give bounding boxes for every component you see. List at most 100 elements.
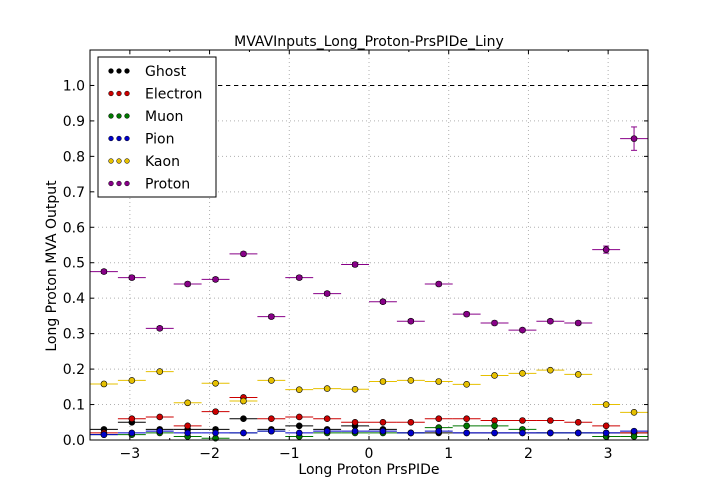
pion-point [463,429,470,437]
kaon-point [574,371,582,378]
y-tick-label: 0.4 [63,291,85,307]
legend-label-ghost: Ghost [145,64,187,80]
kaon-point [295,386,303,393]
pion-point [184,429,191,437]
y-tick-label: 0.1 [63,398,85,414]
electron-point [602,422,610,430]
legend-marker-muon [108,113,114,119]
electron-point [323,415,331,423]
pion-point [547,429,554,437]
legend-marker-ghost [124,68,130,74]
legend-box [97,56,217,198]
x-axis-label: Long Proton PrsPIDe [298,462,439,478]
legend-marker-proton [116,180,122,187]
proton-point [295,274,303,281]
muon-point [491,422,498,430]
pion-point [295,429,303,437]
y-tick-label: 0.0 [63,433,85,449]
proton-point [407,317,415,325]
pion-point [379,427,387,435]
legend-marker-proton [108,180,114,187]
y-tick-label: 0.5 [63,256,85,272]
legend-marker-electron [124,90,130,97]
proton-point [491,319,498,327]
x-tick-label: −3 [120,446,141,462]
kaon-point [212,379,219,387]
legend-marker-ghost [116,68,122,74]
axis-ticks: −3 −2 −1 0 1 2 3 0.0 0.1 0.2 0.3 0.4 0.5 0.6 0.7 0.8 0.9… [63,50,649,462]
legend-marker-electron [116,90,122,97]
pion-point [435,427,443,435]
series-kaon [90,366,648,416]
legend-marker-proton [124,180,130,187]
electron-point [379,418,387,426]
y-tick-label: 0.3 [63,327,85,343]
y-tick-label: 0.9 [63,114,85,130]
kaon-point [268,377,275,384]
pion-point [268,427,275,435]
x-tick-label: 2 [524,446,533,462]
pion-point [156,427,164,435]
pion-point [519,429,526,437]
x-tick-label: 1 [444,446,453,462]
y-tick-label: 0.7 [63,185,85,201]
legend-marker-kaon [108,158,114,164]
electron-point [295,413,303,421]
kaon-point [407,377,415,384]
legend-label-pion: Pion [145,132,174,148]
proton-point [268,313,275,320]
proton-point [379,298,387,306]
legend-marker-pion [108,135,114,142]
legend-label-electron: Electron [145,87,202,103]
pion-point [212,429,219,437]
chart-title: MVAVInputs_Long_Proton-PrsPIDe_Liny [234,34,504,50]
kaon-point [128,377,136,384]
series-electron [90,394,648,437]
pion-point [630,427,638,435]
pion-point [491,429,498,437]
electron-point [184,422,191,430]
electron-point [268,415,275,423]
electron-point [574,418,582,426]
kaon-point [519,370,526,377]
legend-marker-muon [124,113,130,119]
legend-label-proton: Proton [145,177,190,193]
y-axis-label: Long Proton MVA Output [44,180,60,352]
legend-label-muon: Muon [145,109,183,125]
series-proton [90,126,648,334]
kaon-point [379,378,387,385]
proton-point [463,310,470,318]
kaon-point [547,366,554,374]
kaon-point [351,385,359,393]
proton-point [156,325,164,332]
pion-point [100,431,108,438]
electron-point [156,413,164,421]
kaon-point [184,399,191,407]
y-tick-label: 0.2 [63,362,85,378]
kaon-point [491,372,498,379]
pion-point [602,429,610,437]
pion-point [128,429,136,437]
proton-point [100,268,108,275]
proton-point [212,276,219,283]
kaon-point [156,368,164,375]
electron-point [547,417,554,424]
proton-point [128,274,136,281]
kaon-point [602,401,610,408]
pion-point [323,427,331,435]
kaon-point [630,409,638,416]
data-points [90,126,648,442]
kaon-point [323,385,331,392]
ghost-point [295,422,303,430]
electron-point [351,418,359,426]
kaon-point [435,378,443,385]
electron-point [435,415,443,423]
y-tick-label: 1.0 [63,78,85,94]
kaon-point [463,381,470,388]
electron-point [212,408,219,415]
electron-point [519,417,526,424]
pion-point [351,427,359,435]
x-tick-label: −1 [279,446,300,462]
electron-point [463,415,470,423]
